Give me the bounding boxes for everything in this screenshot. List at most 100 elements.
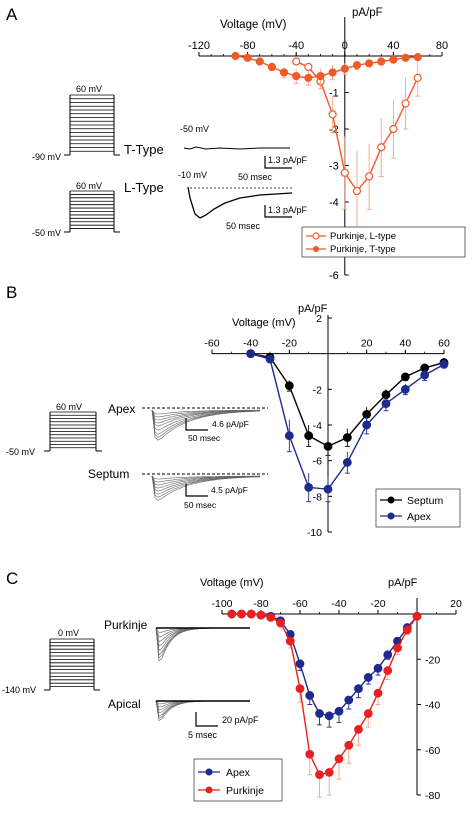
chart-c-series-line-1: [231, 613, 418, 776]
chart-a-point-1: [365, 59, 374, 68]
chart-c-point-0: [344, 695, 354, 705]
chart-a-point-1: [340, 64, 349, 73]
purkinje-current-family: [155, 627, 250, 662]
protocol-b-low: -50 mV: [6, 447, 35, 457]
chart-b-point-1: [304, 483, 314, 492]
chart-a-point-0: [292, 57, 301, 66]
purkinje-trace-4: [155, 627, 246, 651]
chart-b-point-1: [246, 349, 256, 359]
l-type-scale-bar: [264, 205, 292, 218]
septum-scale-y: 4.5 pA/pF: [211, 485, 248, 495]
chart-a-point-1: [243, 53, 252, 62]
chart-c-point-1: [412, 611, 422, 621]
chart-a-point-1: [255, 57, 264, 66]
chart-c-y-tick-label: -80: [425, 790, 440, 802]
chart-b-point-1: [381, 399, 391, 409]
legend-a-label-ttype: Purkinje, T-type: [330, 244, 396, 255]
chart-b-point-1: [265, 354, 275, 364]
chart-a-x-tick-label: 80: [436, 40, 448, 52]
chart-b-y-tick-label: -6: [313, 456, 322, 468]
chart-b-x-axis-title: Voltage (mV): [232, 317, 296, 329]
chart-c-point-0: [373, 663, 383, 673]
legend-a-marker-open: [312, 232, 320, 240]
chart-c-point-1: [237, 609, 246, 619]
t-type-scale-y: 1.3 pA/pF: [268, 155, 308, 165]
septum-current-family: [151, 475, 261, 501]
chart-b-point-0: [284, 381, 294, 391]
chart-c-point-0: [383, 650, 393, 660]
chart-a-point-0: [328, 110, 337, 119]
chart-a-point-1: [304, 73, 313, 83]
chart-c-point-1: [246, 609, 256, 619]
chart-c-point-1: [227, 609, 237, 619]
chart-b-y-axis-title: pA/pF: [298, 303, 328, 315]
chart-a-point-1: [401, 53, 410, 62]
chart-a-point-0: [340, 168, 349, 177]
chart-a-point-1: [279, 68, 289, 77]
chart-c-point-1: [363, 709, 373, 718]
chart-c-x-tick-label: -60: [292, 598, 307, 610]
chart-b-point-1: [284, 431, 294, 441]
purkinje-trace-1: [155, 627, 246, 638]
l-type-trace: [187, 186, 293, 219]
chart-a-point-1: [292, 71, 301, 81]
septum-trace-label: Septum: [88, 467, 129, 481]
chart-c-point-1: [334, 754, 344, 764]
chart-a-point-0: [401, 99, 410, 108]
legend-b-label-septum: Septum: [407, 495, 443, 507]
chart-c-point-1: [324, 767, 334, 777]
chart-c-point-1: [344, 740, 354, 750]
chart-c-y-axis-title: pA/pF: [388, 577, 418, 589]
chart-c-point-1: [354, 724, 363, 734]
apex-scale-x: 50 msec: [188, 433, 221, 443]
chart-b-point-1: [400, 384, 410, 394]
apical-scale-y: 20 pA/pF: [222, 715, 259, 725]
apical-current-family: [155, 700, 250, 721]
chart-c-point-0: [315, 709, 324, 718]
chart-b-y-tick-label: -10: [307, 527, 322, 539]
chart-a-point-1: [377, 57, 386, 66]
chart-b-y-tick-label: -2: [313, 384, 322, 396]
l-type-scale-y: 1.3 pA/pF: [268, 205, 308, 215]
chart-a-point-0: [304, 62, 313, 72]
purkinje-trace-7: [155, 627, 246, 662]
apical-trace-3: [155, 700, 246, 714]
chart-b-x-tick-label: 60: [438, 338, 450, 350]
legend-b: Septum Apex: [375, 488, 461, 528]
chart-a-y-tick-label: -1: [329, 88, 339, 100]
chart-a-y-axis-title: pA/pF: [352, 7, 383, 19]
chart-c-point-0: [363, 672, 373, 682]
apical-scale-bar: [195, 712, 218, 727]
chart-a-point-0: [413, 73, 422, 83]
legend-c: Apex Purkinje: [193, 758, 283, 802]
apex-trace-8: [151, 409, 261, 441]
chart-b-x-tick-label: -20: [282, 338, 297, 350]
chart-a-x-tick-label: 40: [387, 40, 399, 52]
chart-b-point-1: [439, 359, 449, 369]
chart-b: -60 -40 -20 20 40 60 2 -2 -4 -6 -8 -10 Voltage (mV)p…: [204, 303, 450, 539]
l-type-voltage: -10 mV: [178, 170, 207, 180]
legend-a-label-ltype: Purkinje, L-type: [330, 231, 396, 242]
chart-c-x-tick-label: -100: [211, 598, 232, 610]
chart-b-point-1: [362, 420, 372, 430]
chart-a-point-0: [389, 124, 398, 134]
chart-c-series-line-0: [231, 613, 418, 717]
protocol-a-bottom-high: 60 mV: [76, 181, 102, 191]
panel-letter-b: B: [6, 283, 17, 302]
purkinje-trace-label: Purkinje: [104, 618, 148, 632]
chart-b-point-1: [342, 458, 352, 467]
apex-current-family: [151, 409, 261, 441]
chart-a-x-axis-title: Voltage (mV): [220, 19, 287, 31]
protocol-a-bottom-low: -50 mV: [32, 228, 61, 238]
chart-c-point-1: [373, 688, 383, 698]
chart-b-y-tick-label: 2: [316, 313, 322, 325]
legend-a-marker-filled: [313, 246, 319, 252]
chart-b-y-tick-label: -4: [313, 420, 322, 432]
legend-b-marker-septum: [387, 496, 395, 504]
legend-c-label-apex: Apex: [226, 767, 251, 779]
chart-c-point-0: [354, 684, 363, 694]
protocol-a-top-high: 60 mV: [76, 84, 102, 94]
chart-c-x-tick-label: -80: [253, 598, 268, 610]
chart-b-point-0: [304, 431, 314, 441]
